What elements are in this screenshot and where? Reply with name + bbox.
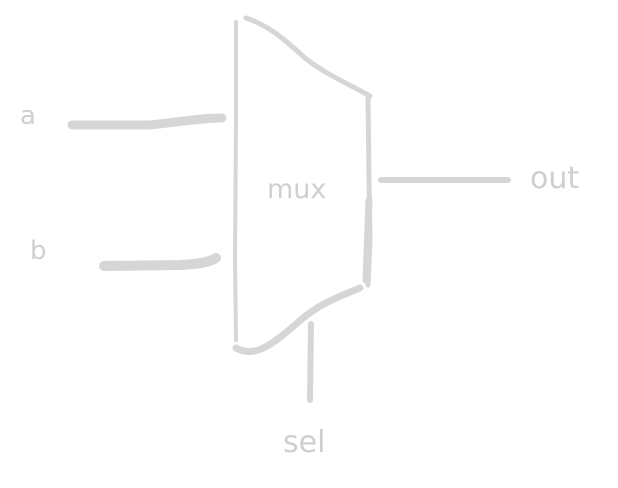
output-label: out	[530, 161, 579, 196]
select-wire	[307, 321, 314, 403]
input-b-label: b	[30, 236, 47, 266]
mux-bottom-edge	[232, 284, 364, 356]
mux-label: mux	[267, 174, 326, 205]
mux-left-edge	[233, 20, 238, 342]
mux-block	[232, 15, 373, 356]
input-a-wire	[67, 113, 227, 130]
select-label: sel	[283, 425, 325, 460]
input-b-wire	[99, 253, 221, 271]
input-a-label: a	[20, 101, 36, 131]
mux-right-edge-thick	[362, 196, 373, 284]
mux-top-edge	[243, 15, 373, 99]
